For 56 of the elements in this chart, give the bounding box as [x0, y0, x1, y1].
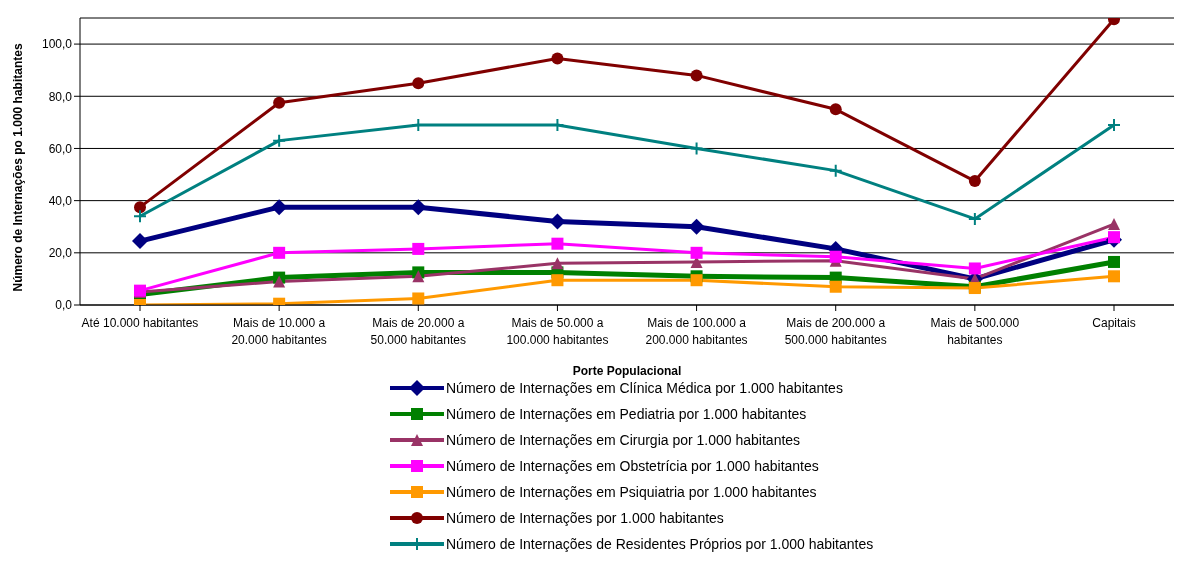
point [273, 246, 286, 259]
point [689, 141, 704, 156]
x-tick-label: Até 10.000 habitantes [81, 316, 199, 330]
x-tick-label: Mais de 50.000 a 100.000 habitantes [506, 316, 609, 347]
point [412, 292, 425, 305]
point [551, 274, 564, 287]
y-tick-label: 20,0 [48, 246, 73, 261]
point [1108, 270, 1120, 283]
point [412, 270, 425, 283]
point [1108, 255, 1120, 268]
y-tick-label: 60,0 [48, 141, 73, 156]
y-tick-label: 0,0 [55, 298, 73, 313]
point [968, 175, 981, 188]
point [134, 201, 146, 214]
y-tick-label: 40,0 [48, 193, 73, 208]
y-axis-title: Número de Internações po 1.000 habitantes [11, 43, 26, 292]
x-tick-label: Capitais [1092, 316, 1136, 330]
x-tick-label: Mais de 100.000 a 200.000 habitantes [645, 316, 748, 347]
point [412, 77, 425, 90]
point [551, 52, 564, 65]
point [690, 246, 703, 259]
x-tick-label: Mais de 20.000 a 50.000 habitantes [370, 316, 466, 347]
point [1107, 117, 1121, 132]
x-tick-label: Mais de 10.000 a 20.000 habitantes [231, 316, 327, 347]
x-tick-label: Mais de 500.000 habitantes [930, 316, 1020, 347]
legend-label: Número de Internações em Clínica Médica por 1.000 habitantes [446, 380, 843, 396]
point [968, 262, 981, 275]
legend-label: Número de Internações de Residentes Próprios por 1.000 habitantes [446, 536, 874, 552]
point [690, 274, 703, 287]
point [273, 96, 286, 109]
point [551, 237, 564, 250]
point [829, 103, 842, 116]
point [829, 280, 842, 293]
point [273, 275, 286, 288]
legend-label: Número de Internações em Psiquiatria por 1.000 habitantes [446, 484, 817, 500]
point [412, 242, 425, 255]
legend-label: Número de Internações por 1.000 habitantes [446, 510, 724, 526]
point [549, 213, 566, 230]
point [1108, 218, 1120, 231]
point [133, 209, 147, 224]
legend-label: Número de Internações em Obstetrícia por 1.000 habitantes [446, 458, 819, 474]
point [551, 257, 564, 270]
point [1108, 231, 1120, 244]
point [829, 250, 842, 263]
y-tick-label: 100,0 [41, 37, 73, 52]
legend-label: Número de Internações em Cirurgia por 1.000 habitantes [446, 432, 801, 448]
point [967, 211, 982, 226]
point [132, 233, 148, 250]
x-axis-title: Porte Populacional [572, 364, 682, 378]
point [410, 199, 427, 216]
x-tick-label: Mais de 200.000 a 500.000 habitantes [784, 316, 887, 347]
legend-label: Número de Internações em Pediatria por 1.000 habitantes [446, 406, 807, 422]
point [828, 163, 843, 178]
y-tick-label: 80,0 [48, 89, 73, 104]
point [690, 69, 703, 82]
point [272, 133, 287, 148]
